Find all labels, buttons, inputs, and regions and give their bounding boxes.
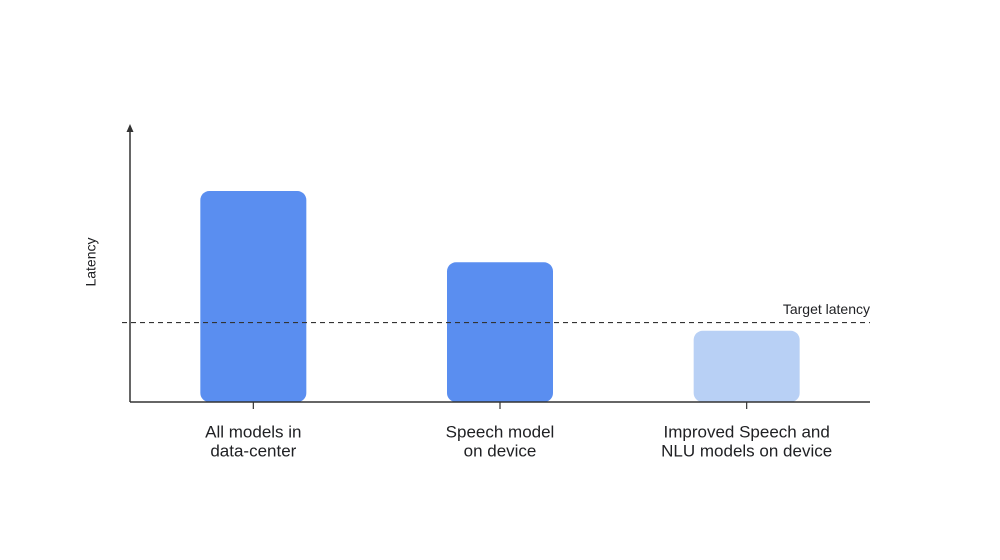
bar — [200, 191, 307, 402]
y-axis-arrow — [126, 124, 134, 132]
x-tick-label: data-center — [210, 441, 296, 460]
x-tick-label: on device — [464, 441, 537, 460]
bar — [447, 262, 553, 402]
x-tick-label: Speech model — [446, 422, 555, 441]
x-tick-label: NLU models on device — [661, 441, 832, 460]
y-axis-label: Latency — [83, 237, 99, 286]
bar — [693, 330, 800, 402]
x-tick-label: Improved Speech and — [663, 422, 829, 441]
x-tick-label: All models in — [205, 422, 301, 441]
target-label: Target latency — [783, 301, 870, 317]
